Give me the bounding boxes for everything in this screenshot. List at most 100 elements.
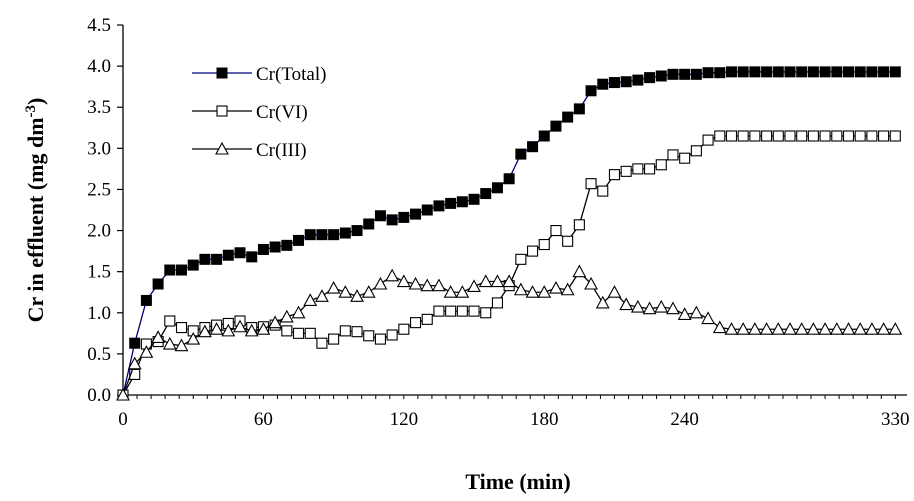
data-point-cr-total — [679, 68, 691, 80]
data-point-cr-vi — [573, 219, 585, 231]
data-point-cr-total — [749, 66, 761, 78]
data-point-cr-total — [456, 196, 468, 208]
data-point-cr-iii — [116, 387, 130, 401]
data-point-cr-iii — [841, 322, 856, 335]
data-point-cr-vi — [772, 130, 784, 142]
data-point-cr-iii — [467, 279, 481, 293]
legend-item-cr-total: Cr(Total) — [192, 64, 326, 85]
x-tick-label: 60 — [254, 409, 273, 430]
data-point-cr-iii — [385, 268, 400, 282]
y-tick-label: 3.0 — [87, 138, 111, 159]
data-point-cr-iii — [221, 323, 236, 337]
data-point-cr-total — [491, 182, 503, 194]
data-point-cr-vi — [761, 130, 773, 142]
data-point-cr-total — [363, 218, 375, 230]
data-point-cr-total — [714, 67, 726, 79]
y-tick-label: 2.0 — [87, 221, 111, 242]
data-point-cr-vi — [386, 329, 398, 341]
data-point-cr-iii — [139, 345, 154, 358]
data-point-cr-iii — [127, 356, 142, 370]
data-point-cr-total — [866, 66, 878, 78]
data-point-cr-total — [316, 229, 328, 241]
data-point-cr-total — [374, 210, 386, 222]
tick-labels: 0.0 0.5 1.0 1.5 2.0 2.5 3.0 3.5 4.0 4.5 0 60 120 180 2… — [87, 15, 909, 430]
data-point-cr-vi — [456, 305, 468, 317]
data-point-cr-total — [632, 74, 644, 86]
data-point-cr-total — [234, 247, 246, 259]
data-point-cr-total — [655, 70, 667, 82]
data-point-cr-iii — [373, 276, 388, 290]
data-point-cr-vi — [585, 178, 597, 190]
data-point-cr-vi — [854, 130, 866, 142]
data-point-cr-vi — [842, 130, 855, 142]
data-point-cr-iii — [549, 280, 563, 294]
data-point-cr-vi — [725, 130, 738, 142]
data-point-cr-vi — [480, 307, 492, 319]
data-point-cr-iii — [876, 322, 891, 335]
data-point-cr-total — [328, 229, 340, 241]
data-point-cr-iii — [291, 305, 306, 319]
data-point-cr-iii — [478, 274, 493, 288]
data-point-cr-total — [199, 253, 211, 265]
data-point-cr-vi — [538, 238, 550, 251]
data-point-cr-iii — [174, 338, 189, 352]
data-point-cr-total — [585, 85, 597, 97]
axes — [117, 24, 907, 399]
data-point-cr-iii — [689, 305, 704, 319]
legend-item-cr-iii: Cr(III) — [192, 140, 307, 161]
data-point-cr-iii — [268, 315, 283, 329]
data-point-cr-iii — [525, 285, 540, 298]
data-point-cr-iii — [864, 322, 879, 335]
data-point-cr-vi — [550, 225, 562, 237]
y-tick-label: 0.0 — [87, 385, 111, 406]
data-point-cr-iii — [642, 301, 657, 315]
data-point-cr-vi — [737, 130, 749, 142]
data-point-cr-total — [573, 103, 585, 115]
data-point-cr-total — [503, 173, 515, 185]
series-cr-total — [117, 66, 901, 401]
data-point-cr-iii — [666, 301, 680, 315]
legend: Cr(Total) Cr(VI) Cr(III) — [192, 64, 326, 161]
data-point-cr-total — [562, 111, 574, 123]
data-point-cr-total — [480, 188, 492, 200]
data-point-cr-vi — [690, 145, 702, 157]
data-point-cr-iii — [736, 322, 751, 335]
series-cr-iii — [116, 264, 903, 401]
data-point-cr-vi — [784, 130, 796, 142]
data-point-cr-total — [620, 76, 632, 88]
data-point-cr-total — [187, 259, 199, 271]
data-point-cr-total — [702, 67, 714, 79]
data-point-cr-vi — [351, 326, 363, 338]
legend-swatch-marker — [216, 67, 228, 79]
data-point-cr-iii — [420, 278, 435, 292]
data-point-cr-iii — [560, 282, 575, 296]
data-point-cr-vi — [620, 165, 632, 177]
data-point-cr-vi — [292, 327, 305, 339]
data-point-cr-iii — [806, 322, 821, 335]
y-tick-label: 1.0 — [87, 303, 111, 324]
data-point-cr-total — [398, 211, 410, 223]
data-point-cr-vi — [527, 245, 539, 257]
data-point-cr-total — [878, 66, 890, 78]
data-point-cr-vi — [374, 333, 386, 345]
data-point-cr-iii — [630, 299, 645, 313]
data-point-cr-iii — [314, 289, 329, 302]
data-point-cr-iii — [443, 285, 458, 298]
y-axis-title-close: ) — [23, 98, 48, 105]
data-point-cr-iii — [279, 309, 294, 323]
data-point-cr-vi — [819, 130, 831, 142]
data-point-cr-vi — [129, 368, 141, 380]
data-point-cr-total — [538, 130, 550, 142]
data-point-cr-iii — [338, 285, 353, 298]
data-point-cr-total — [281, 239, 293, 251]
data-point-cr-vi — [866, 130, 878, 142]
data-point-cr-iii — [888, 322, 903, 335]
data-point-cr-total — [421, 204, 433, 216]
x-tick-label: 240 — [670, 409, 699, 430]
data-point-cr-total — [129, 337, 141, 349]
data-point-cr-total — [468, 193, 480, 205]
data-point-cr-vi — [445, 305, 457, 317]
data-point-cr-vi — [281, 325, 293, 337]
data-point-cr-total — [889, 66, 901, 78]
data-point-cr-iii — [151, 330, 166, 343]
